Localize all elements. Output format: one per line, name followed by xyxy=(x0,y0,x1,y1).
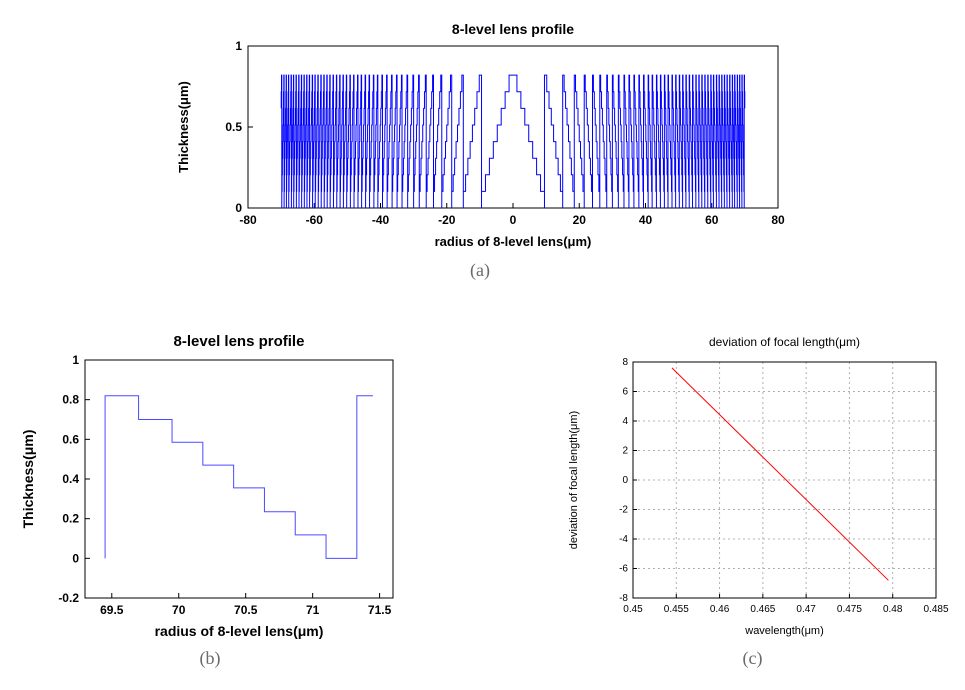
svg-text:-4: -4 xyxy=(619,534,628,545)
svg-text:0.4: 0.4 xyxy=(62,472,79,486)
svg-text:0.485: 0.485 xyxy=(923,604,948,615)
svg-text:-20: -20 xyxy=(438,213,456,227)
svg-text:0.6: 0.6 xyxy=(62,432,79,446)
svg-text:0.47: 0.47 xyxy=(796,604,816,615)
svg-text:4: 4 xyxy=(622,416,628,427)
svg-text:71: 71 xyxy=(306,603,320,617)
svg-text:-60: -60 xyxy=(306,213,324,227)
svg-text:69.5: 69.5 xyxy=(100,603,124,617)
svg-text:deviation of focal length(μm): deviation of focal length(μm) xyxy=(568,411,580,549)
svg-text:-80: -80 xyxy=(239,213,257,227)
svg-text:2: 2 xyxy=(622,446,628,457)
svg-text:1: 1 xyxy=(72,353,79,367)
svg-text:wavelength(μm): wavelength(μm) xyxy=(744,625,823,637)
svg-text:20: 20 xyxy=(573,213,587,227)
svg-text:8-level lens profile: 8-level lens profile xyxy=(452,21,574,37)
svg-text:0.2: 0.2 xyxy=(62,512,79,526)
chart-c-svg: deviation of focal length(μm) 0.45 0.455 0.… xyxy=(555,330,950,640)
svg-text:80: 80 xyxy=(771,213,785,227)
svg-text:0: 0 xyxy=(235,201,242,215)
svg-text:0: 0 xyxy=(510,213,517,227)
svg-text:-0.2: -0.2 xyxy=(58,591,79,605)
svg-text:Thickness(μm): Thickness(μm) xyxy=(176,81,191,173)
svg-text:radius of 8-level lens(μm): radius of 8-level lens(μm) xyxy=(435,234,592,249)
svg-text:-8: -8 xyxy=(619,593,628,604)
svg-text:60: 60 xyxy=(705,213,719,227)
svg-text:-2: -2 xyxy=(619,505,628,516)
svg-text:-6: -6 xyxy=(619,564,628,575)
svg-text:deviation of focal length(μm): deviation of focal length(μm) xyxy=(709,335,860,349)
subcaption-a: (a) xyxy=(170,260,790,281)
panel-c: deviation of focal length(μm) 0.45 0.455 0.… xyxy=(555,330,950,640)
subcaption-c: (c) xyxy=(555,648,950,669)
svg-text:Thickness(μm): Thickness(μm) xyxy=(20,430,36,529)
panel-b: 8-level lens profile 69.5 70 70.5 71 71.5 -0.2… xyxy=(15,330,405,640)
svg-text:8: 8 xyxy=(622,357,628,368)
svg-text:-40: -40 xyxy=(372,213,390,227)
panel-a: 8-level lens profile -80 -60 -40 -20 0 20 40 60 8… xyxy=(170,20,790,250)
svg-text:0.465: 0.465 xyxy=(750,604,775,615)
subcaption-b: (b) xyxy=(15,648,405,669)
svg-text:0: 0 xyxy=(72,551,79,565)
svg-text:6: 6 xyxy=(622,387,628,398)
svg-text:0.48: 0.48 xyxy=(883,604,903,615)
svg-text:0.8: 0.8 xyxy=(62,393,79,407)
svg-text:70: 70 xyxy=(172,603,186,617)
svg-text:40: 40 xyxy=(639,213,653,227)
svg-text:71.5: 71.5 xyxy=(368,603,392,617)
svg-text:1: 1 xyxy=(235,39,242,53)
chart-b-svg: 8-level lens profile 69.5 70 70.5 71 71.5 -0.2… xyxy=(15,330,405,640)
svg-text:70.5: 70.5 xyxy=(234,603,258,617)
svg-text:0.5: 0.5 xyxy=(225,120,242,134)
svg-text:radius of 8-level lens(μm): radius of 8-level lens(μm) xyxy=(155,623,324,639)
chart-a-svg: 8-level lens profile -80 -60 -40 -20 0 20 40 60 8… xyxy=(170,20,790,250)
svg-text:0.455: 0.455 xyxy=(664,604,689,615)
svg-text:0: 0 xyxy=(622,475,628,486)
svg-text:0.475: 0.475 xyxy=(837,604,862,615)
svg-text:8-level lens profile: 8-level lens profile xyxy=(174,333,305,350)
svg-text:0.46: 0.46 xyxy=(710,604,730,615)
svg-text:0.45: 0.45 xyxy=(623,604,643,615)
